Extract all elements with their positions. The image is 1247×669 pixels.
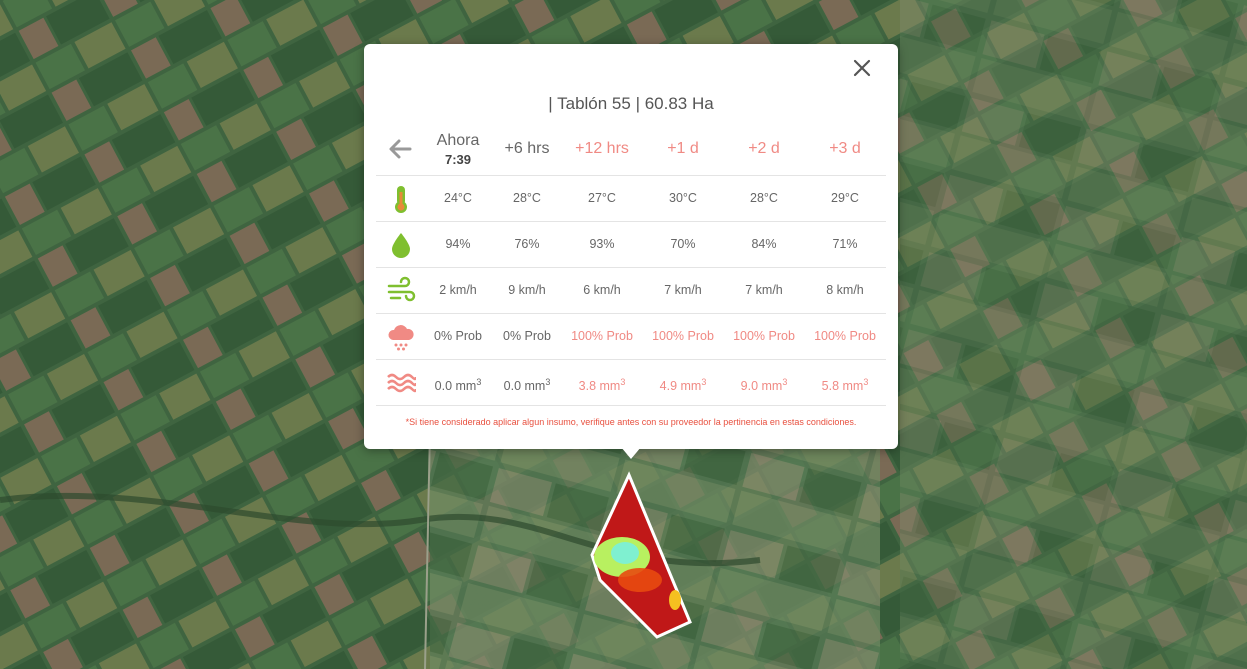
cell: 7 km/h <box>664 283 702 297</box>
popup-tail <box>621 447 641 459</box>
cell: 5.8 mm3 <box>821 377 869 394</box>
rain-cloud-icon <box>388 325 414 351</box>
cell: 93% <box>589 237 615 251</box>
cell: 24°C <box>444 191 472 205</box>
col-time: 7:39 <box>444 151 472 167</box>
cell: 28°C <box>513 191 541 205</box>
col-label: +12 hrs <box>575 140 629 157</box>
col-label: +3 d <box>829 140 861 157</box>
cell: 94% <box>445 237 471 251</box>
cell: 4.9 mm3 <box>659 377 707 394</box>
cell: 9 km/h <box>508 283 546 297</box>
row-precipitation: 0.0 mm3 0.0 mm3 3.8 mm3 4.9 mm3 9.0 mm3 … <box>376 359 886 406</box>
cell: 0% Prob <box>434 329 482 343</box>
cell: 0% Prob <box>503 329 551 343</box>
row-temperature: 24°C 28°C 27°C 30°C 28°C 29°C <box>376 175 886 221</box>
row-rain-probability: 0% Prob 0% Prob 100% Prob 100% Prob 100%… <box>376 313 886 359</box>
cell: 0.0 mm3 <box>503 377 551 394</box>
cell: 2 km/h <box>439 283 477 297</box>
weather-popup: | Tablón 55 | 60.83 Ha Ahora 7:39 +6 hrs… <box>364 44 898 449</box>
close-icon[interactable] <box>850 56 874 80</box>
cell: 100% Prob <box>571 329 633 343</box>
humidity-drop-icon <box>392 233 410 258</box>
cell: 7 km/h <box>745 283 783 297</box>
forecast-grid: 24°C 28°C 27°C 30°C 28°C 29°C 94% 76% 93… <box>376 175 886 406</box>
cell: 70% <box>670 237 696 251</box>
row-humidity: 94% 76% 93% 70% 84% 71% <box>376 221 886 267</box>
back-arrow-icon[interactable] <box>386 135 414 163</box>
cell: 9.0 mm3 <box>740 377 788 394</box>
col-head[interactable]: +6 hrs <box>487 124 567 174</box>
cell: 0.0 mm3 <box>434 377 482 394</box>
cell: 28°C <box>750 191 778 205</box>
col-head[interactable]: Ahora 7:39 <box>418 124 498 174</box>
col-label: +6 hrs <box>504 140 550 157</box>
forecast-header: Ahora 7:39 +6 hrs +12 hrs +1 d +2 d +3 d <box>376 124 886 174</box>
cell: 100% Prob <box>652 329 714 343</box>
cell: 76% <box>514 237 540 251</box>
cell: 6 km/h <box>583 283 621 297</box>
col-label: +1 d <box>667 140 699 157</box>
cell: 100% Prob <box>814 329 876 343</box>
col-head[interactable]: +1 d <box>643 124 723 174</box>
col-label: +2 d <box>748 140 780 157</box>
row-wind: 2 km/h 9 km/h 6 km/h 7 km/h 7 km/h 8 km/… <box>376 267 886 313</box>
field-heatmap-polygon[interactable] <box>590 471 692 639</box>
thermometer-icon <box>395 186 407 213</box>
cell: 71% <box>832 237 858 251</box>
cell: 30°C <box>669 191 697 205</box>
cell: 3.8 mm3 <box>578 377 626 394</box>
col-head[interactable]: +12 hrs <box>562 124 642 174</box>
cell: 8 km/h <box>826 283 864 297</box>
cell: 29°C <box>831 191 859 205</box>
cell: 100% Prob <box>733 329 795 343</box>
precipitation-waves-icon <box>387 373 416 393</box>
popup-title: | Tablón 55 | 60.83 Ha <box>548 94 714 113</box>
col-head[interactable]: +3 d <box>805 124 885 174</box>
cell: 84% <box>751 237 777 251</box>
cell: 27°C <box>588 191 616 205</box>
col-label: Ahora <box>436 131 480 149</box>
col-head[interactable]: +2 d <box>724 124 804 174</box>
wind-icon <box>387 276 416 302</box>
advisory-note: *Si tiene considerado aplicar algun insu… <box>405 417 857 427</box>
